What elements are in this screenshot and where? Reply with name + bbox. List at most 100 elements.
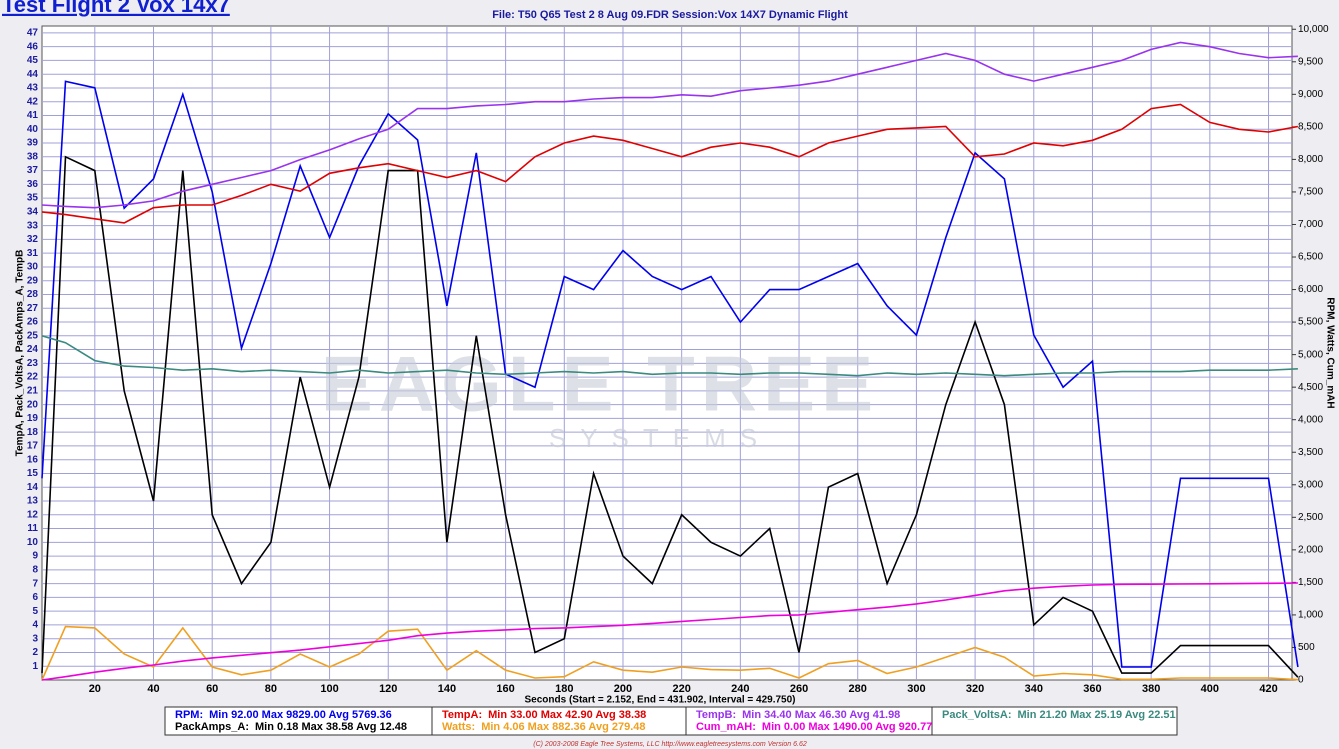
y2-tick-label: 3,000 [1298, 479, 1323, 490]
y-tick-label: 27 [27, 303, 39, 314]
y-tick-label: 8 [32, 564, 38, 575]
footer: (C) 2003-2008 Eagle Tree Systems, LLC ht… [533, 741, 807, 748]
x-tick-label: 240 [731, 683, 749, 695]
x-tick-label: 400 [1201, 683, 1219, 695]
lines [41, 41, 1299, 681]
x-tick-label: 420 [1259, 683, 1277, 695]
legend-name: PackAmps_A: [175, 721, 249, 733]
legend-entries: RPM: Min 92.00 Max 9829.00 Avg 5769.36Pac… [175, 709, 1176, 733]
y-tick-label: 16 [27, 454, 39, 465]
y-tick-label: 26 [27, 317, 39, 328]
y-tick-label: 2 [32, 647, 38, 658]
x-tick-label: 80 [265, 683, 277, 695]
y2-tick-label: 500 [1298, 642, 1315, 653]
legend-stats: Min 33.00 Max 42.90 Avg 38.38 [488, 709, 646, 721]
x-tick-label: 200 [614, 683, 632, 695]
legend-name: Watts: [442, 721, 475, 733]
y2-tick-label: 2,000 [1298, 544, 1323, 555]
y-tick-label: 44 [27, 69, 39, 80]
grid: 1234567891011121314151617181920212223242… [27, 24, 1329, 695]
y-tick-label: 47 [27, 28, 39, 39]
x-tick-label: 140 [438, 683, 456, 695]
x-tick-label: 160 [496, 683, 514, 695]
y-tick-label: 18 [27, 427, 39, 438]
legend-entry: PackAmps_A: Min 0.18 Max 38.58 Avg 12.48 [175, 721, 407, 733]
y-tick-label: 14 [27, 482, 39, 493]
y-tick-label: 9 [32, 551, 38, 562]
y-tick-label: 28 [27, 289, 39, 300]
y-tick-label: 19 [27, 413, 39, 424]
y-tick-label: 15 [27, 468, 39, 479]
x-tick-label: 260 [790, 683, 808, 695]
y-tick-label: 39 [27, 138, 39, 149]
x-tick-label: 320 [966, 683, 984, 695]
y2-tick-label: 3,500 [1298, 447, 1323, 458]
y2-tick-label: 5,500 [1298, 317, 1323, 328]
y2-tick-label: 7,500 [1298, 187, 1323, 198]
y2-tick-label: 8,500 [1298, 122, 1323, 133]
y-tick-label: 11 [27, 523, 38, 534]
legend-stats: Min 21.20 Max 25.19 Avg 22.51 [1018, 709, 1176, 721]
y-tick-label: 43 [27, 83, 39, 94]
x-tick-label: 280 [849, 683, 867, 695]
y2-axis-label: RPM, Watts, Cum_mAH [1324, 297, 1335, 408]
x-tick-label: 220 [672, 683, 690, 695]
y-tick-label: 17 [27, 441, 39, 452]
y-tick-label: 1 [32, 661, 38, 672]
series-line [41, 155, 1299, 678]
y2-tick-label: 7,000 [1298, 219, 1323, 230]
x-axis-label: Seconds (Start = 2.152, End = 431.902, I… [525, 695, 796, 706]
y-tick-label: 13 [27, 496, 39, 507]
y2-tick-label: 8,000 [1298, 154, 1323, 165]
legend-stats: Min 34.40 Max 46.30 Avg 41.98 [742, 709, 900, 721]
y-tick-label: 25 [27, 330, 39, 341]
y2-tick-label: 4,000 [1298, 414, 1323, 425]
series-line [41, 103, 1299, 224]
y-tick-label: 6 [32, 592, 38, 603]
legend-entry: TempB: Min 34.40 Max 46.30 Avg 41.98 [696, 709, 900, 721]
chart-title: File: T50 Q65 Test 2 8 Aug 09.FDR Sessio… [492, 9, 848, 21]
y-tick-label: 30 [27, 262, 39, 273]
legend-entry: Pack_VoltsA: Min 21.20 Max 25.19 Avg 22.5… [942, 709, 1176, 721]
y2-tick-label: 6,000 [1298, 284, 1323, 295]
legend-stats: Min 0.18 Max 38.58 Avg 12.48 [255, 721, 407, 733]
series-line [41, 80, 1299, 668]
series-line [41, 41, 1298, 209]
y-tick-label: 32 [27, 234, 39, 245]
legend [164, 706, 1178, 736]
y2-tick-label: 2,500 [1298, 512, 1323, 523]
y2-tick-label: 1,000 [1298, 610, 1323, 621]
series-line [41, 335, 1298, 377]
y-tick-label: 23 [27, 358, 39, 369]
y-tick-label: 46 [27, 41, 39, 52]
legend-name: Pack_VoltsA: [942, 709, 1012, 721]
legend-entry: TempA: Min 33.00 Max 42.90 Avg 38.38 [442, 709, 646, 721]
x-tick-label: 100 [320, 683, 338, 695]
y-tick-label: 31 [27, 248, 39, 259]
watermark: EAGLE TREE [321, 340, 879, 428]
y-tick-label: 35 [27, 193, 39, 204]
x-tick-label: 20 [89, 683, 101, 695]
page-title[interactable]: Test Flight 2 Vox 14x7 [2, 0, 230, 17]
x-tick-label: 120 [379, 683, 397, 695]
y-tick-label: 5 [32, 606, 38, 617]
x-tick-label: 60 [206, 683, 218, 695]
y-tick-label: 33 [27, 220, 39, 231]
legend-name: TempA: [442, 709, 482, 721]
y2-tick-label: 9,500 [1298, 56, 1323, 67]
series-line [41, 625, 1298, 681]
watermark: SYSTEMS [549, 423, 771, 453]
y-tick-label: 29 [27, 275, 39, 286]
y-tick-label: 24 [27, 344, 39, 355]
y-tick-label: 40 [27, 124, 39, 135]
series-line [41, 582, 1298, 681]
legend-name: Cum_mAH: [696, 721, 756, 733]
y2-tick-label: 5,000 [1298, 349, 1323, 360]
y2-tick-label: 1,500 [1298, 577, 1323, 588]
y2-tick-label: 6,500 [1298, 252, 1323, 263]
y-tick-label: 12 [27, 509, 39, 520]
legend-entry: RPM: Min 92.00 Max 9829.00 Avg 5769.36 [175, 709, 392, 721]
y-tick-label: 36 [27, 179, 39, 190]
